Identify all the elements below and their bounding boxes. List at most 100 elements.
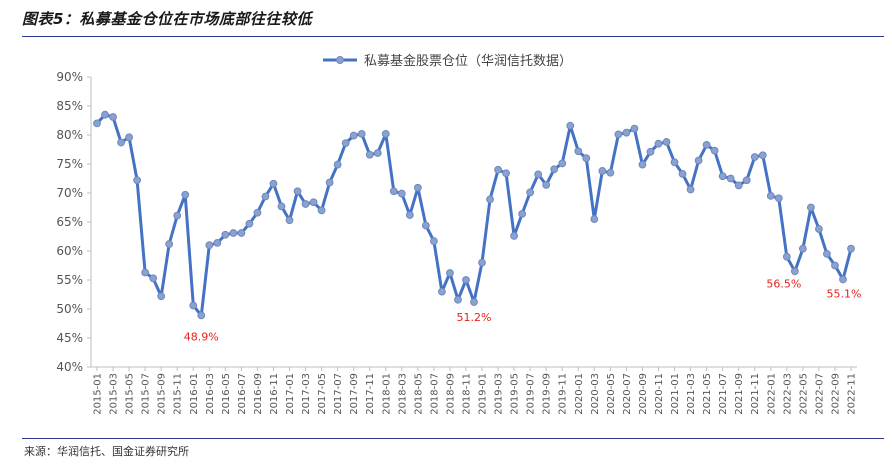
data-point	[462, 276, 470, 284]
data-point	[421, 221, 430, 230]
data-point	[662, 138, 671, 146]
data-point	[373, 149, 382, 157]
x-tick-label: 2021-07	[718, 373, 729, 415]
x-tick-label: 2019-07	[526, 373, 537, 415]
data-point	[141, 268, 150, 277]
annotation-label: 56.5%	[766, 277, 801, 290]
x-tick-label: 2020-05	[606, 373, 617, 415]
x-tick-label: 2021-01	[670, 373, 681, 415]
data-point	[101, 110, 109, 119]
data-point	[510, 232, 519, 240]
data-point	[357, 129, 366, 138]
x-tick-label: 2015-03	[109, 373, 120, 415]
x-tick-label: 2018-11	[461, 373, 472, 415]
x-axis: 2015-01 2015-03 2015-05 2015-07 2015-09 2015-…	[91, 366, 858, 415]
data-point	[847, 244, 855, 253]
x-tick-label: 2022-01	[766, 373, 777, 415]
data-point	[806, 203, 815, 212]
y-tick-label: 85%	[56, 99, 83, 113]
series-line	[95, 113, 853, 317]
data-point	[317, 206, 326, 215]
data-point	[325, 178, 334, 187]
annotation-label: 55.1%	[827, 287, 862, 300]
data-point	[831, 261, 839, 270]
data-point	[622, 128, 631, 137]
data-point	[173, 211, 182, 220]
x-tick-label: 2019-09	[542, 373, 553, 415]
x-tick-label: 2019-11	[558, 373, 569, 415]
data-point	[365, 150, 374, 159]
y-tick-label: 80%	[56, 128, 83, 142]
data-point	[285, 216, 294, 225]
data-point	[598, 167, 607, 175]
data-point	[782, 252, 791, 261]
x-tick-label: 2015-01	[93, 373, 104, 415]
data-point	[189, 301, 198, 310]
data-point	[790, 267, 799, 276]
data-point	[646, 147, 655, 156]
y-tick-label: 70%	[56, 186, 83, 200]
x-tick-label: 2021-11	[750, 373, 761, 415]
y-axis: 40% 45% 50% 55% 60% 65% 70% 75% 80% 85% 90%	[56, 70, 92, 374]
data-point	[534, 170, 543, 179]
data-point	[277, 202, 286, 211]
data-point	[381, 129, 390, 138]
x-tick-label: 2021-03	[686, 373, 697, 415]
x-tick-label: 2018-07	[429, 373, 440, 415]
y-tick-label: 50%	[56, 302, 83, 316]
data-point	[229, 229, 238, 237]
data-point	[678, 169, 687, 178]
y-tick-label: 40%	[56, 360, 83, 374]
data-point	[742, 176, 751, 185]
x-tick-label: 2018-09	[445, 373, 456, 415]
data-point	[686, 185, 695, 194]
data-point	[149, 274, 158, 283]
source-note: 来源：华润信托、国金证券研究所	[24, 445, 189, 458]
data-point	[429, 237, 438, 246]
y-tick-label: 55%	[56, 273, 83, 287]
x-tick-label: 2016-11	[269, 373, 280, 415]
data-point	[221, 230, 230, 239]
top-rule	[22, 36, 884, 37]
x-tick-label: 2022-09	[830, 373, 841, 415]
annotation-group: 48.9% 51.2% 56.5% 55.1%	[184, 277, 862, 343]
x-tick-label: 2015-09	[157, 373, 168, 415]
y-tick-label: 45%	[56, 331, 83, 345]
x-tick-label: 2020-03	[590, 373, 601, 415]
data-point	[694, 156, 703, 165]
x-tick-label: 2019-05	[510, 373, 521, 415]
data-point	[574, 147, 583, 156]
data-point	[245, 219, 254, 228]
data-point	[405, 211, 414, 219]
x-tick-label: 2017-09	[349, 373, 360, 415]
x-tick-label: 2016-03	[205, 373, 216, 415]
legend-marker-swatch	[336, 56, 344, 64]
x-tick-label: 2017-11	[365, 373, 376, 415]
data-point	[197, 311, 206, 320]
data-point	[237, 229, 246, 237]
data-point	[446, 269, 454, 277]
data-point	[157, 292, 166, 301]
x-tick-label: 2022-03	[782, 373, 793, 415]
x-tick-label: 2018-01	[381, 373, 392, 415]
data-point	[823, 250, 831, 258]
data-point	[670, 158, 679, 167]
data-point	[125, 133, 133, 142]
data-point	[413, 183, 422, 192]
data-point	[438, 287, 446, 296]
data-point	[839, 275, 847, 284]
data-point	[253, 208, 262, 217]
x-tick-label: 2016-07	[237, 373, 248, 415]
data-point	[213, 238, 222, 247]
annotation-label: 51.2%	[457, 311, 492, 324]
y-tick-label: 90%	[56, 70, 83, 84]
x-tick-label: 2019-03	[494, 373, 505, 415]
annotation-label: 48.9%	[184, 330, 219, 343]
data-point	[502, 169, 510, 178]
x-tick-label: 2017-07	[333, 373, 344, 415]
x-tick-label: 2017-01	[285, 373, 296, 415]
data-point	[109, 113, 117, 121]
figure-title: 图表5：私募基金仓位在市场底部往往较低	[22, 10, 312, 28]
x-tick-label: 2016-09	[253, 373, 264, 415]
x-tick-label: 2020-09	[638, 373, 649, 415]
